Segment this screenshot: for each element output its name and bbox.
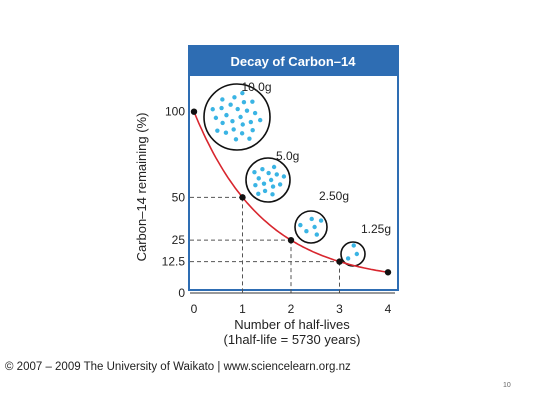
carbon-atom-dot	[277, 182, 283, 187]
carbon-atom-dot	[232, 95, 237, 100]
data-point	[384, 269, 392, 276]
y-axis-label: Carbon–14 remaining (%)	[134, 113, 149, 262]
carbon-atom-dot	[256, 176, 261, 181]
carbon-atom-dot	[223, 130, 229, 135]
y-tick-label: 100	[165, 105, 185, 119]
carbon-atom-dot	[256, 191, 261, 197]
y-tick-label: 12.5	[162, 255, 186, 269]
atom-samples: 10.0g 5.0g 2.50g 1.25g	[203, 80, 391, 267]
carbon-atom-dot	[220, 97, 225, 102]
carbon-atom-dot	[228, 102, 233, 107]
carbon-atom-dot	[230, 118, 235, 124]
carbon-atom-dot	[298, 222, 303, 228]
carbon-atom-dot	[351, 243, 356, 248]
carbon-atom-dot	[270, 192, 275, 197]
page-number: 10	[503, 382, 511, 389]
carbon-atom-dot	[247, 136, 252, 141]
carbon-atom-dot	[281, 174, 287, 179]
x-tick-labels: 0 1 2 3 4	[191, 302, 392, 316]
carbon-atom-dot	[312, 224, 317, 230]
sample-circle	[245, 157, 291, 203]
x-tick-label: 0	[191, 302, 198, 316]
y-tick-label: 25	[172, 233, 186, 247]
carbon-atom-dot	[210, 107, 215, 112]
carbon-atom-dot	[231, 127, 236, 132]
carbon-atom-dot	[224, 112, 229, 118]
carbon-atom-dot	[220, 120, 225, 126]
carbon-atom-dot	[304, 229, 309, 234]
x-tick-label: 4	[385, 302, 392, 316]
sample-mass-label: 10.0g	[242, 80, 272, 94]
carbon-atom-dot	[248, 119, 254, 125]
carbon-atom-dot	[266, 170, 271, 176]
carbon-atom-dot	[270, 184, 276, 189]
x-axis-label: Number of half-lives	[234, 317, 350, 332]
sample-mass-label: 5.0g	[276, 149, 299, 163]
carbon-atom-dot	[233, 137, 239, 142]
carbon-atom-dot	[271, 164, 277, 170]
sample-mass-label: 1.25g	[361, 222, 391, 236]
data-points	[190, 108, 392, 276]
x-tick-label: 3	[336, 302, 343, 316]
carbon-atom-dot	[239, 131, 245, 136]
data-point	[336, 258, 343, 265]
carbon-atom-dot	[268, 177, 274, 183]
carbon-atom-dot	[250, 99, 255, 104]
carbon-atom-dot	[257, 117, 263, 123]
carbon-atom-dot	[240, 122, 245, 127]
y-tick-labels: 0 12.5 25 50 100	[162, 105, 186, 300]
title-bar	[189, 46, 398, 76]
carbon-atom-dot	[213, 115, 219, 121]
carbon-atom-dot	[309, 216, 314, 222]
carbon-atom-dot	[215, 128, 220, 133]
carbon-atom-dot	[261, 181, 267, 186]
x-tick-label: 1	[239, 302, 246, 316]
data-point	[287, 236, 295, 244]
carbon-atom-dot	[318, 218, 324, 223]
sample-mass-label: 2.50g	[319, 189, 349, 203]
chart-title: Decay of Carbon–14	[231, 54, 357, 69]
carbon-atom-dot	[345, 256, 351, 261]
carbon-atom-dot	[354, 251, 360, 257]
carbon-atom-dot	[262, 188, 268, 194]
carbon-atom-dot	[260, 167, 265, 172]
carbon-atom-dot	[238, 114, 243, 120]
carbon-atom-dot	[274, 172, 279, 177]
carbon-atom-dot	[250, 128, 255, 133]
carbon-atom-dot	[219, 105, 224, 111]
y-tick-label: 50	[172, 190, 186, 204]
x-axis-note: (1half-life = 5730 years)	[224, 332, 361, 347]
y-tick-label: 0	[178, 286, 185, 300]
carbon-atom-dot	[240, 90, 245, 96]
carbon-atom-dot	[244, 108, 250, 113]
footer-credit: © 2007 – 2009 The University of Waikato …	[5, 361, 351, 373]
carbon-atom-dot	[235, 106, 240, 112]
carbon-atom-dot	[252, 110, 258, 116]
guide-lines	[190, 196, 340, 293]
data-point	[239, 194, 246, 201]
carbon-atom-dot	[314, 232, 319, 237]
data-point	[190, 108, 198, 115]
sample-circle	[294, 210, 328, 244]
carbon-atom-dot	[241, 99, 247, 105]
carbon-atom-dot	[253, 183, 258, 188]
x-tick-label: 2	[288, 302, 295, 316]
chart-frame	[188, 45, 399, 291]
carbon-atom-dot	[252, 169, 257, 175]
